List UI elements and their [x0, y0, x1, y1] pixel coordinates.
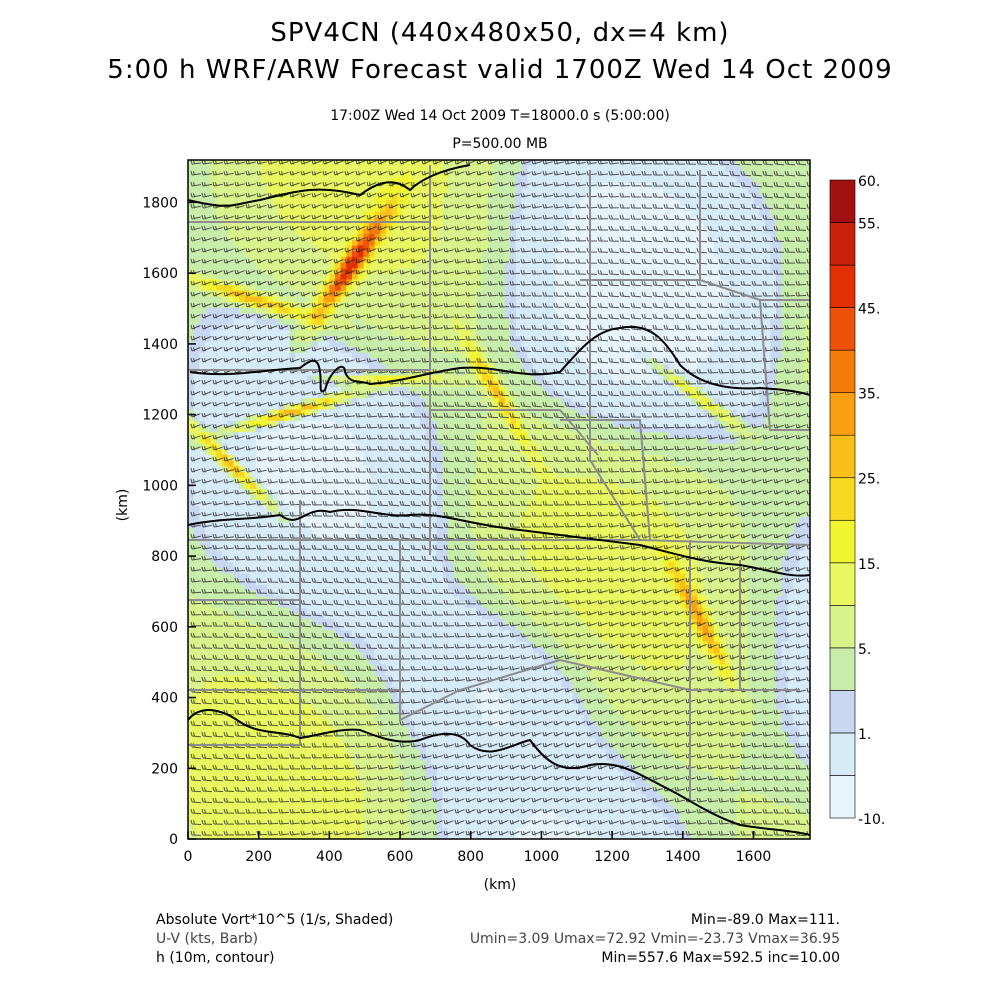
colorbar-label: 5.: [858, 642, 871, 658]
x-tick-label: 600: [387, 849, 414, 865]
y-axis-label: (km): [115, 489, 131, 522]
colorbar-swatch: [829, 264, 856, 308]
y-tick-label: 800: [151, 549, 178, 565]
y-tick-label: 1200: [142, 408, 178, 424]
colorbar-label: 15.: [858, 557, 880, 573]
colorbar-swatch: [829, 222, 856, 266]
colorbar-swatch: [829, 732, 856, 776]
title-line-1: SPV4CN (440x480x50, dx=4 km): [270, 18, 730, 48]
colorbar-swatch: [829, 349, 856, 393]
colorbar-label: 1.: [858, 727, 871, 743]
valid-time-line: 17:00Z Wed 14 Oct 2009 T=18000.0 s (5:00…: [330, 108, 670, 124]
footer-height-label: h (10m, contour): [156, 950, 275, 966]
footer-wind-label: U-V (kts, Barb): [156, 931, 259, 947]
x-tick-label: 400: [316, 849, 343, 865]
colorbar-swatch: [829, 307, 856, 351]
y-axis: 0 200 400 600 800 1000 1200 1400 1600 1800: [142, 195, 196, 848]
state-border-layer: [188, 165, 810, 800]
title-line-2: 5:00 h WRF/ARW Forecast valid 1700Z Wed …: [107, 55, 893, 85]
colorbar-label: 60.: [858, 174, 880, 190]
x-tick-label: 0: [184, 849, 193, 865]
colorbar-label: 55.: [858, 217, 880, 233]
colorbar-swatch: [829, 605, 856, 649]
wind-barb-layer: [190, 160, 810, 837]
pressure-level-line: P=500.00 MB: [452, 136, 548, 152]
colorbar-swatch: [829, 647, 856, 691]
x-axis-label: (km): [484, 877, 517, 893]
colorbar-swatch: [829, 775, 856, 819]
footer-vorticity-range: Min=-89.0 Max=111.: [690, 912, 840, 928]
x-axis: 0 200 400 600 800 1000 1200 1400 1600: [184, 831, 772, 865]
x-tick-label: 200: [245, 849, 272, 865]
colorbar-label: 45.: [858, 302, 880, 318]
y-tick-label: 1000: [142, 478, 178, 494]
y-tick-label: 600: [151, 620, 178, 636]
x-tick-label: 800: [457, 849, 484, 865]
colorbar-swatch: [829, 519, 856, 564]
footer-height-range: Min=557.6 Max=592.5 inc=10.00: [601, 950, 840, 966]
y-tick-label: 1400: [142, 337, 178, 353]
x-tick-label: 1200: [594, 849, 630, 865]
y-tick-label: 400: [151, 691, 178, 707]
height-contour-layer: [188, 164, 810, 836]
x-tick-label: 1000: [524, 849, 560, 865]
footer-wind-range: Umin=3.09 Umax=72.92 Vmin=-23.73 Vmax=36…: [469, 931, 840, 947]
colorbar-label: 35.: [858, 387, 880, 403]
x-tick-label: 1400: [665, 849, 701, 865]
colorbar-swatch: [829, 477, 856, 521]
colorbar-label: -10.: [858, 812, 885, 828]
colorbar-swatch: [829, 179, 856, 223]
colorbar-swatch: [829, 434, 856, 479]
colorbar-label: 25.: [858, 472, 880, 488]
plot-frame: [187, 159, 811, 840]
y-tick-label: 0: [169, 832, 178, 848]
x-tick-label: 1600: [736, 849, 772, 865]
colorbar-legend: 60. 55. 45. 35. 25. 15. 5. 1. -10.: [829, 174, 885, 828]
y-tick-label: 1800: [142, 195, 178, 211]
y-tick-label: 1600: [142, 266, 178, 282]
footer-vorticity-label: Absolute Vort*10^5 (1/s, Shaded): [156, 912, 394, 928]
y-tick-label: 200: [151, 761, 178, 777]
colorbar-swatch: [829, 562, 856, 606]
colorbar-swatch: [829, 392, 856, 436]
colorbar-swatch: [829, 690, 856, 734]
